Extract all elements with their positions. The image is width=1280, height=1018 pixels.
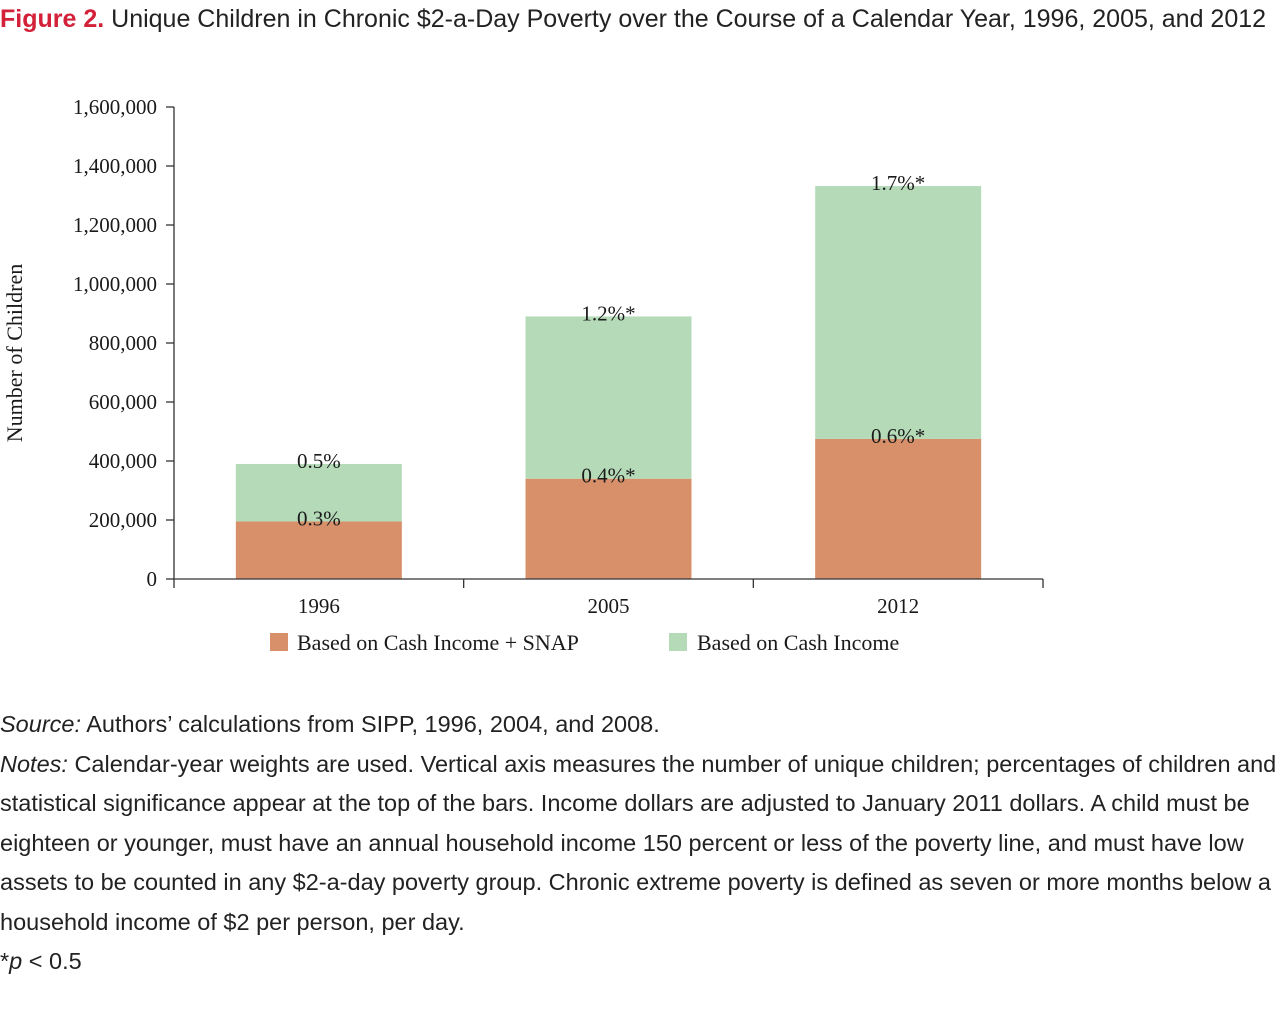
y-tick-label: 1,000,000 (73, 272, 157, 296)
y-tick-label: 200,000 (89, 508, 157, 532)
legend-label: Based on Cash Income (697, 630, 899, 655)
x-tick-label: 2005 (588, 594, 630, 618)
bar-value-label: 1.2%* (581, 301, 635, 325)
significance-star: * (0, 948, 10, 974)
bar-value-label: 0.5% (297, 449, 341, 473)
figure-title: Unique Children in Chronic $2-a-Day Pove… (111, 5, 1267, 33)
notes-paragraph: Notes: Calendar-year weights are used. V… (0, 745, 1280, 943)
legend-swatch (270, 633, 288, 651)
bars-group (235, 186, 982, 579)
source-text: Authors’ calculations from SIPP, 1996, 2… (86, 711, 660, 737)
legend: Based on Cash Income + SNAP Based on Cash… (270, 630, 899, 655)
bar-segment (525, 316, 692, 479)
y-tick-label: 600,000 (89, 390, 157, 414)
legend-swatch (669, 633, 687, 651)
x-tick-label: 1996 (298, 594, 340, 618)
y-tick-label: 0 (147, 567, 158, 591)
x-tick-label: 2012 (877, 594, 919, 618)
bar-segment (235, 463, 402, 522)
y-tick-label: 1,200,000 (73, 213, 157, 237)
bar-segment (235, 521, 402, 579)
data-labels-group: 0.3% 0.5% 0.4%* 1.2%* 0.6%* 1.7%* (297, 171, 925, 530)
bar-segment (815, 186, 982, 439)
notes-label: Notes: (0, 750, 68, 777)
y-tick-label: 1,600,000 (73, 95, 157, 119)
bar-value-label: 0.4%* (581, 464, 635, 488)
bar-segment (815, 438, 982, 579)
legend-label: Based on Cash Income + SNAP (297, 630, 579, 655)
notes-text: Calendar-year weights are used. Vertical… (0, 750, 1277, 935)
source-line: Source: Authors’ calculations from SIPP,… (0, 705, 1280, 745)
figure-notes: Source: Authors’ calculations from SIPP,… (0, 705, 1280, 982)
y-tick-label: 1,400,000 (73, 154, 157, 178)
significance-p: p (9, 948, 23, 974)
significance-note: *p < 0.5 (0, 942, 1280, 982)
y-axis-title: Number of Children (2, 264, 27, 442)
y-tick-label: 800,000 (89, 331, 157, 355)
axes-group: 0 200,000 400,000 600,000 800,000 1,000,000 1,… (73, 95, 1044, 618)
bar-value-label: 0.3% (297, 506, 341, 530)
bar-value-label: 1.7%* (871, 171, 925, 195)
y-tick-label: 400,000 (89, 449, 157, 473)
bar-value-label: 0.6%* (871, 424, 925, 448)
stacked-bar-chart: Number of Children 0 200,000 400,000 600,00… (2, 95, 1044, 655)
significance-threshold: < 0.5 (22, 948, 82, 974)
figure-label: Figure 2. (0, 5, 105, 33)
figure-caption: Figure 2. Unique Children in Chronic $2-… (0, 0, 1278, 39)
bar-segment (525, 478, 692, 579)
source-label: Source: (0, 711, 81, 737)
